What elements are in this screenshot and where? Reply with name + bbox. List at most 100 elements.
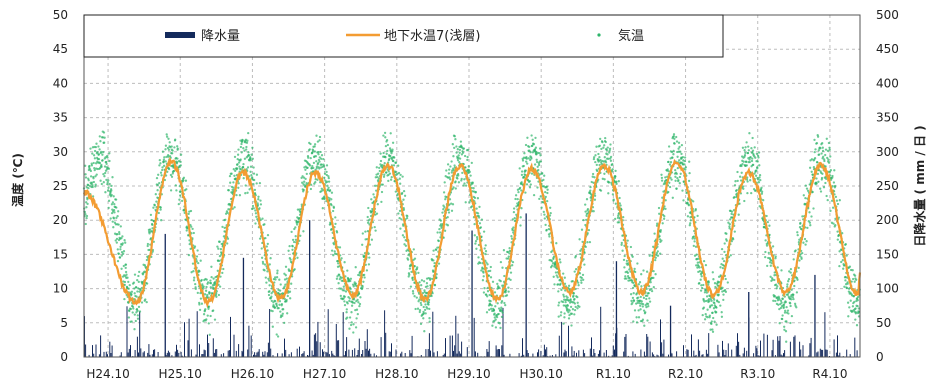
- air-temp-point: [458, 148, 462, 152]
- precip-bar: [427, 349, 429, 357]
- air-temp-point: [368, 256, 371, 259]
- air-temp-point: [454, 138, 457, 141]
- precip-bar: [781, 355, 783, 357]
- air-temp-point: [524, 169, 527, 172]
- air-temp-point: [92, 161, 95, 165]
- precip-bar: [543, 344, 545, 357]
- air-temp-point: [584, 210, 587, 213]
- precip-bar: [296, 348, 298, 357]
- air-temp-point: [85, 206, 88, 209]
- air-temp-point: [308, 148, 311, 151]
- air-temp-point: [786, 293, 789, 296]
- air-temp-point: [672, 133, 676, 136]
- air-temp-point: [112, 195, 115, 198]
- precip-bar: [826, 349, 828, 357]
- air-temp-point: [563, 316, 566, 319]
- air-temp-point: [791, 295, 795, 299]
- precip-bar: [136, 336, 138, 357]
- air-temp-point: [815, 141, 819, 145]
- precip-bar: [213, 352, 215, 357]
- air-temp-point: [654, 256, 657, 259]
- air-temp-point: [623, 266, 626, 269]
- air-temp-point: [591, 172, 595, 176]
- air-temp-point: [446, 163, 450, 166]
- air-temp-point: [185, 188, 188, 191]
- air-temp-point: [603, 172, 606, 175]
- left-tick-label: 25: [53, 179, 68, 193]
- air-temp-point: [630, 279, 634, 282]
- air-temp-point: [378, 169, 381, 173]
- air-temp-point: [530, 157, 533, 160]
- air-temp-point: [600, 147, 603, 151]
- air-temp-point: [94, 185, 97, 188]
- air-temp-point: [247, 151, 250, 154]
- air-temp-point: [284, 274, 287, 277]
- air-temp-point: [420, 284, 423, 287]
- precip-bar: [702, 354, 704, 357]
- air-temp-point: [494, 326, 498, 329]
- x-tick-labels: H24.10 H25.10 H26.10 H27.10 H28.10 H29.10 H30.…: [86, 367, 847, 381]
- air-temp-point: [158, 164, 161, 167]
- precip-bar: [486, 349, 488, 357]
- air-temp-point: [268, 263, 271, 266]
- air-temp-point: [748, 132, 751, 135]
- air-temp-point: [816, 172, 820, 176]
- air-temp-point: [342, 285, 345, 288]
- air-temp-point: [159, 208, 162, 211]
- air-temp-point: [318, 156, 321, 159]
- air-temp-point: [466, 155, 469, 159]
- precip-bar: [784, 350, 786, 357]
- air-temp-point: [275, 304, 279, 308]
- precip-bar: [105, 351, 107, 357]
- air-temp-point: [786, 283, 789, 286]
- precip-bar: [802, 345, 804, 357]
- air-temp-point: [632, 299, 636, 303]
- air-temp-point: [448, 176, 451, 179]
- air-temp-point: [418, 298, 421, 301]
- air-temp-point: [111, 220, 114, 223]
- precip-bar: [420, 355, 422, 357]
- air-temp-point: [730, 210, 734, 213]
- air-temp-point: [122, 264, 125, 268]
- precip-bar: [370, 353, 372, 357]
- air-temp-point: [457, 154, 460, 157]
- air-temp-point: [263, 263, 267, 266]
- air-temp-point: [563, 312, 566, 315]
- air-temp-point: [110, 184, 113, 188]
- air-temp-point: [470, 161, 473, 165]
- air-temp-point: [570, 324, 573, 327]
- air-temp-point: [257, 198, 260, 201]
- precip-bar: [723, 349, 725, 357]
- air-temp-point: [566, 296, 569, 299]
- air-temp-point: [829, 155, 832, 158]
- air-temp-point: [458, 157, 462, 160]
- air-temp-point: [567, 317, 571, 320]
- air-temp-point: [234, 169, 237, 173]
- air-temp-point: [634, 270, 637, 274]
- air-temp-point: [847, 315, 850, 318]
- precip-bar: [794, 335, 796, 357]
- air-temp-point: [543, 217, 546, 220]
- air-temp-point: [232, 168, 235, 171]
- air-temp-point: [578, 272, 582, 275]
- air-temp-point: [673, 137, 676, 140]
- air-temp-point: [576, 295, 579, 299]
- air-temp-point: [488, 293, 491, 297]
- air-temp-point: [629, 245, 633, 249]
- air-temp-point: [802, 241, 805, 244]
- air-temp-point: [169, 189, 173, 192]
- air-temp-point: [346, 302, 349, 305]
- air-temp-point: [768, 224, 771, 227]
- air-temp-point: [115, 216, 118, 220]
- air-temp-point: [252, 207, 255, 210]
- air-temp-point: [677, 178, 680, 182]
- air-temp-point: [106, 182, 109, 186]
- air-temp-point: [451, 143, 454, 146]
- air-temp-point: [797, 266, 800, 270]
- air-temp-point: [662, 217, 666, 220]
- precip-bar: [212, 338, 214, 357]
- air-temp-point: [687, 179, 691, 183]
- air-temp-point: [122, 252, 125, 255]
- air-temp-point: [312, 166, 315, 170]
- air-temp-point: [456, 177, 459, 180]
